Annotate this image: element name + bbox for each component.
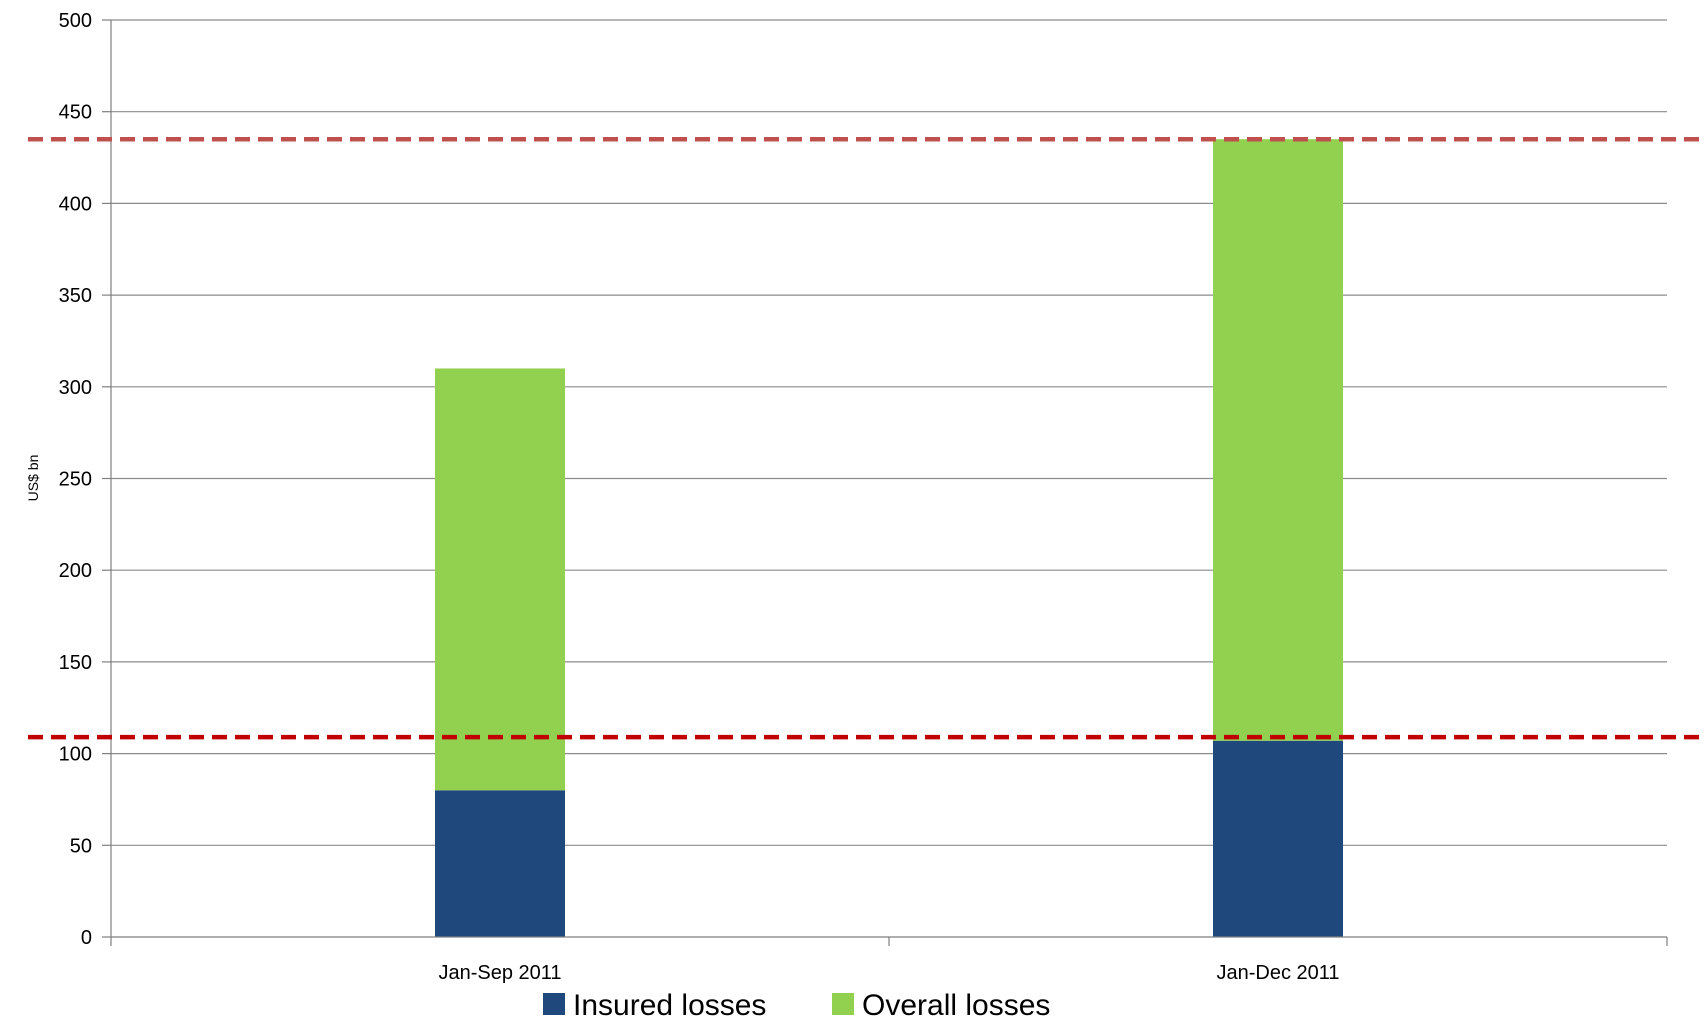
legend: Insured losses Overall losses (543, 989, 1050, 1022)
y-tick-label: 350 (59, 285, 92, 307)
x-tick-label: Jan-Dec 2011 (1216, 962, 1339, 984)
bar-insured-losses-2 (1213, 740, 1343, 937)
y-tick-label: 200 (59, 560, 92, 582)
legend-label: Overall losses (862, 989, 1050, 1022)
bars (435, 139, 1343, 937)
bar-insured-losses-1 (435, 790, 565, 937)
y-tick-label: 250 (59, 469, 92, 491)
reference-lines (28, 136, 1705, 740)
y-tick-label: 450 (59, 102, 92, 124)
y-tick-label: 500 (59, 10, 92, 32)
bar-overall-losses-2 (1213, 139, 1343, 741)
bar-overall-losses-1 (435, 368, 565, 791)
legend-swatch (832, 993, 854, 1015)
axes (102, 19, 1668, 946)
y-tick-label: 150 (59, 652, 92, 674)
y-tick-label: 0 (81, 927, 92, 949)
legend-swatch (543, 993, 565, 1015)
tick-labels: 0 50 100 150 200 250 300 350 400 450 500 Jan-Sep 20… (59, 10, 1340, 984)
y-tick-label: 300 (59, 377, 92, 399)
y-tick-label: 50 (70, 835, 92, 857)
legend-label: Insured losses (573, 989, 766, 1022)
y-tick-label: 400 (59, 193, 92, 215)
y-axis-title: US$ bn (25, 455, 41, 502)
y-tick-label: 100 (59, 744, 92, 766)
gridlines (111, 19, 1667, 846)
x-tick-label: Jan-Sep 2011 (438, 962, 561, 984)
